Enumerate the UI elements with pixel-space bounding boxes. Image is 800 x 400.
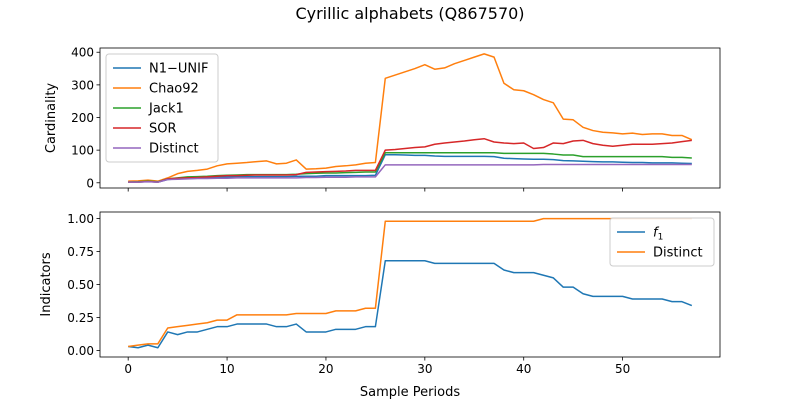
x-axis-label: Sample Periods <box>360 385 460 400</box>
cardinality-panel: 0 100 200 300 400 Cardinality N1−UNIF Chao92 Jac… <box>44 46 721 192</box>
indicators-panel: 0 10 20 30 40 50 0.00 0.25 0.50 0.75 1.00 Indicator… <box>39 211 721 400</box>
series-line-sor <box>128 137 692 183</box>
series-line-distinct <box>128 163 692 183</box>
legend-label: N1−UNIF <box>149 62 208 77</box>
y-tick-label: 100 <box>71 144 94 158</box>
x-tick-label: 10 <box>219 362 234 376</box>
legend-label: f1 <box>653 226 663 243</box>
legend-label: Distinct <box>149 142 199 157</box>
y-tick-label: 200 <box>71 111 94 125</box>
series-line-chao92 <box>128 53 693 182</box>
y-tick-label: 0 <box>86 176 94 190</box>
legend-label: Distinct <box>653 246 703 261</box>
legend-box <box>105 53 219 163</box>
legend-label: SOR <box>149 122 177 137</box>
series-line-distinct <box>128 217 692 348</box>
x-tick-label: 50 <box>615 362 630 376</box>
legend: N1−UNIF Chao92 Jack1 SOR Distinct <box>105 53 219 163</box>
y-tick-label: 400 <box>71 46 94 60</box>
y-tick-label: 300 <box>71 78 94 92</box>
y-tick-label: 0.25 <box>67 311 94 325</box>
x-tick-label: 0 <box>124 362 132 376</box>
series-line-f1 <box>128 260 693 349</box>
y-tick-label: 0.00 <box>67 344 94 358</box>
y-axis-label: Indicators <box>39 252 54 316</box>
y-tick-label: 1.00 <box>67 212 94 226</box>
x-tick-label: 40 <box>516 362 531 376</box>
legend-label: Chao92 <box>149 82 199 97</box>
y-tick-label: 0.75 <box>67 245 94 259</box>
y-tick-label: 0.50 <box>67 278 94 292</box>
legend-label: Jack1 <box>148 102 184 117</box>
x-tick-label: 20 <box>318 362 333 376</box>
x-tick-label: 30 <box>417 362 432 376</box>
legend-box <box>609 217 715 267</box>
y-axis-label: Cardinality <box>44 83 59 154</box>
legend: f1 Distinct <box>609 217 715 267</box>
figure-title: Cyrillic alphabets (Q867570) <box>295 4 524 23</box>
plot-frame <box>99 47 721 189</box>
series-line-n1-unif <box>128 153 692 183</box>
